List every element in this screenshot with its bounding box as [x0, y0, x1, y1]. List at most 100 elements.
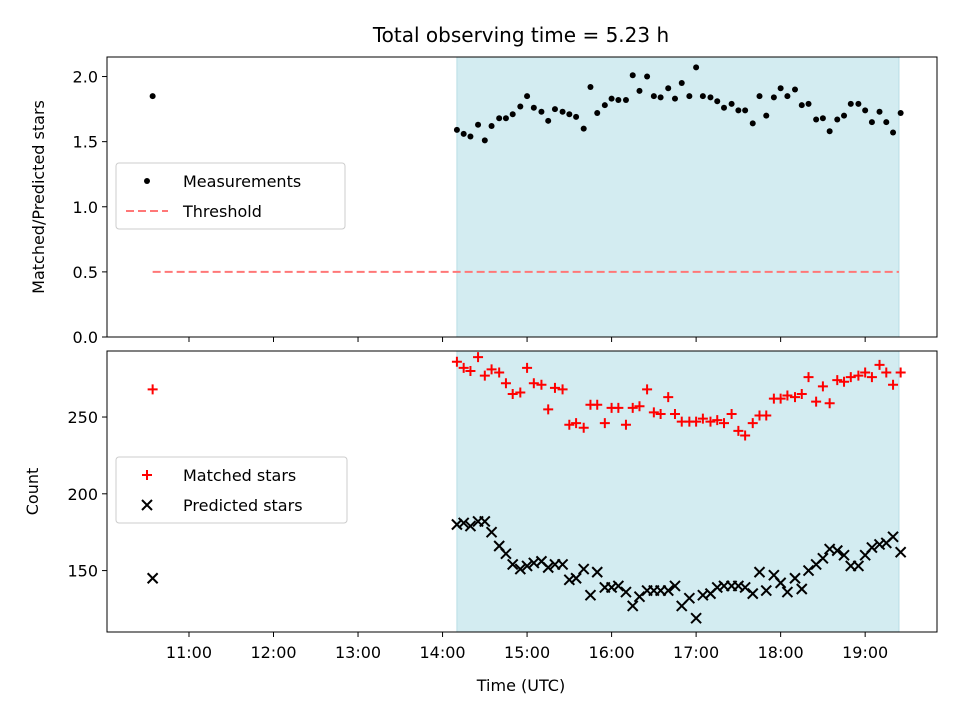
data-point: [683, 592, 696, 604]
y-tick-label: 0.0: [73, 328, 98, 347]
data-point: [847, 100, 854, 107]
data-point: [876, 108, 883, 115]
data-point: [648, 407, 659, 418]
data-point: [627, 402, 638, 413]
data-point: [517, 103, 524, 110]
data-point: [686, 93, 693, 100]
data-point: [669, 580, 681, 592]
data-point: [514, 563, 527, 575]
data-point: [712, 415, 723, 426]
data-point: [458, 362, 469, 373]
data-point: [557, 384, 568, 395]
legend-label: Threshold: [182, 202, 262, 221]
data-point: [739, 581, 751, 594]
x-tick-label: 12:00: [250, 643, 296, 662]
data-point: [620, 419, 631, 430]
data-point: [735, 107, 742, 114]
data-point: [845, 372, 856, 383]
ratio-panel: 0.0 0.5 1.0 1.5 2.0 Matched/Predicted stars Me…: [29, 56, 938, 347]
legend: Matched stars Predicted stars: [115, 456, 348, 524]
data-point: [665, 85, 672, 92]
data-point: [556, 558, 569, 571]
data-point: [655, 408, 666, 419]
data-point: [536, 379, 547, 390]
data-point: [636, 87, 643, 94]
data-point: [479, 370, 490, 381]
axes-frame: [106, 350, 938, 633]
legend-marker: [142, 470, 152, 480]
data-point: [733, 425, 744, 436]
data-point: [697, 413, 708, 424]
data-point: [467, 133, 474, 140]
data-point: [784, 93, 791, 100]
data-point: [627, 600, 639, 612]
data-point: [494, 367, 505, 378]
legend-label: Measurements: [183, 172, 301, 191]
data-point: [740, 430, 751, 441]
data-point: [790, 392, 801, 403]
data-point: [831, 544, 843, 557]
legend-marker: [144, 178, 150, 184]
data-point: [707, 94, 714, 101]
data-point: [147, 384, 158, 395]
data-point: [802, 564, 815, 577]
data-point: [678, 80, 685, 87]
data-point: [580, 125, 587, 132]
data-point: [868, 119, 875, 126]
data-point: [721, 104, 728, 111]
data-point: [629, 72, 636, 79]
legend-marker: [141, 499, 153, 511]
y-tick-label: 1.0: [73, 198, 98, 217]
data-point: [515, 387, 526, 398]
data-point: [826, 128, 833, 135]
data-point: [612, 580, 625, 592]
data-point: [542, 561, 554, 574]
data-point: [775, 393, 786, 404]
data-point: [592, 399, 603, 410]
legend-box: [115, 162, 346, 230]
data-point: [500, 378, 511, 389]
data-point: [615, 96, 622, 103]
count-panel: 150 200 250 11:00 12:00 13:00 14:00 15:00 16:00 1…: [23, 350, 938, 662]
data-point: [506, 558, 519, 571]
data-point: [763, 112, 770, 119]
data-point: [873, 538, 886, 551]
legend: Measurements Threshold: [115, 162, 346, 230]
data-point: [747, 587, 759, 600]
data-point: [502, 115, 509, 122]
data-point: [549, 382, 560, 393]
data-point: [622, 96, 629, 103]
data-point: [522, 362, 533, 373]
data-point: [669, 408, 680, 419]
data-point: [524, 93, 531, 100]
data-point: [500, 547, 512, 560]
data-point: [789, 572, 801, 584]
data-point: [781, 586, 794, 598]
axes-frame: [106, 56, 938, 338]
data-point: [521, 560, 533, 572]
data-point: [782, 390, 793, 401]
data-point: [838, 549, 850, 561]
data-point: [811, 396, 822, 407]
data-point: [841, 112, 848, 119]
data-point: [860, 367, 871, 378]
data-point: [486, 364, 497, 375]
data-point: [587, 83, 594, 90]
y-tick-label: 1.5: [73, 133, 98, 152]
data-point: [663, 392, 674, 403]
data-point: [874, 359, 885, 370]
x-tick-label: 16:00: [589, 643, 635, 662]
x-tick-label: 18:00: [758, 643, 804, 662]
data-point: [819, 115, 826, 122]
y-axis-label: Matched/Predicted stars: [29, 100, 48, 294]
data-point: [509, 111, 516, 118]
data-point: [817, 381, 828, 392]
data-point: [644, 73, 651, 80]
data-point: [559, 108, 566, 115]
data-point: [485, 526, 498, 538]
data-point: [760, 584, 772, 597]
data-point: [650, 93, 657, 100]
data-point: [728, 100, 735, 107]
data-point: [479, 515, 491, 528]
y-tick-label: 2.0: [73, 68, 98, 87]
